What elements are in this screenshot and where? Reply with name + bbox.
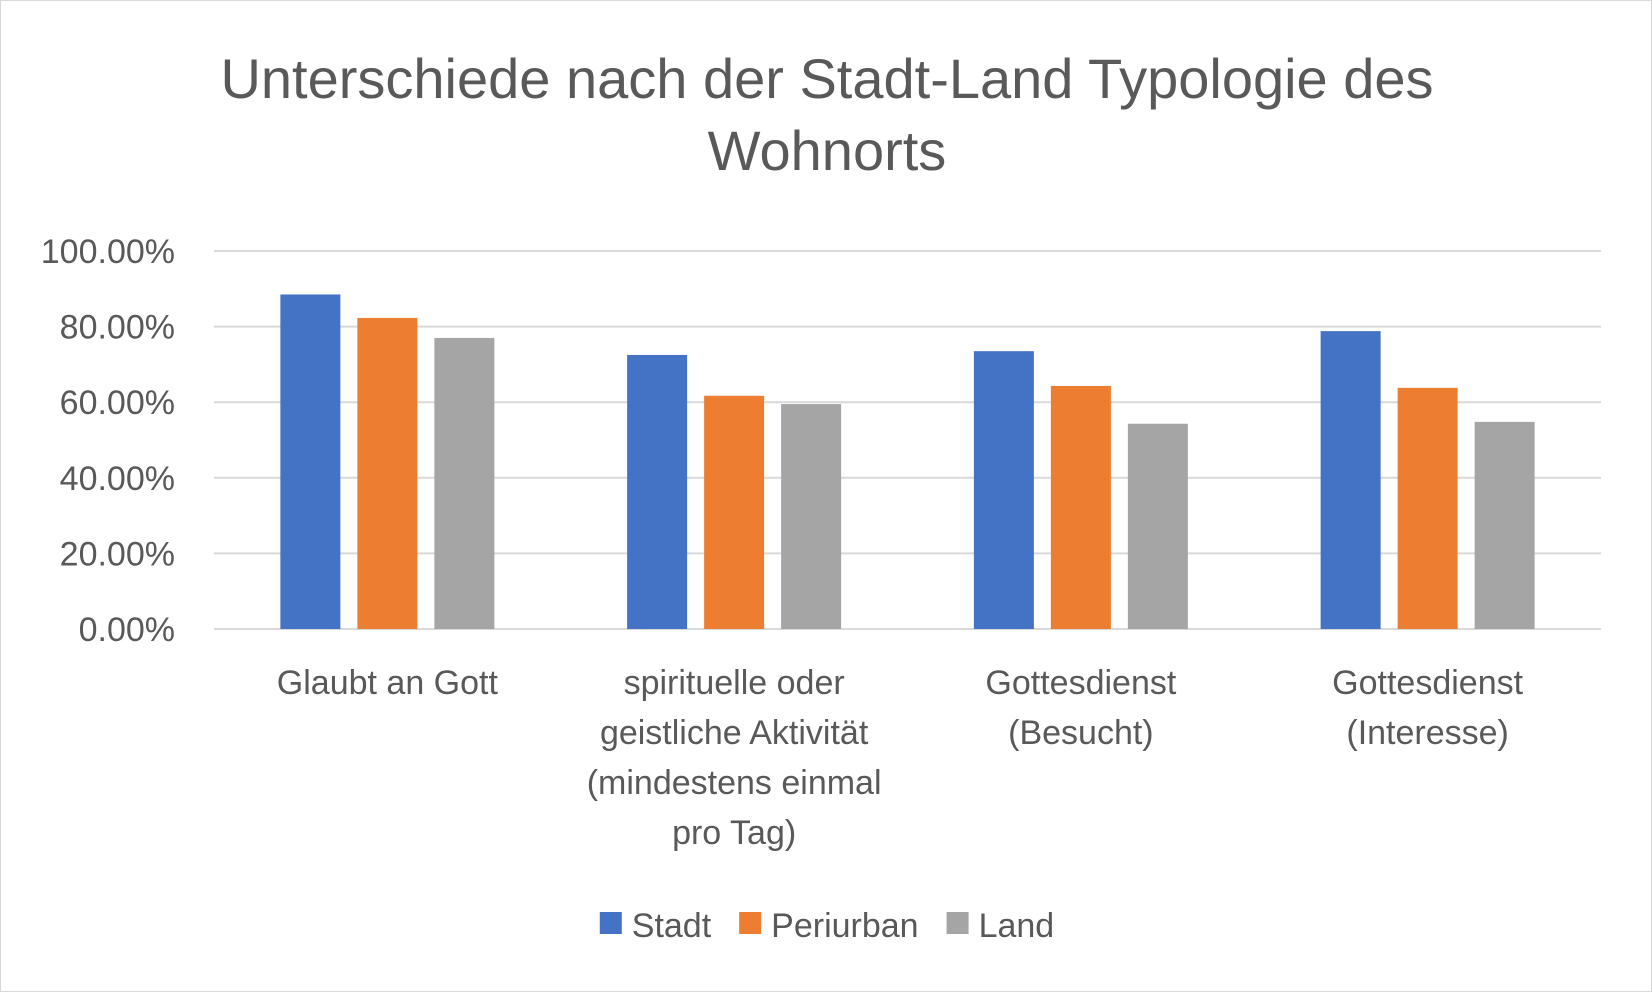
y-tick-label: 20.00% (60, 535, 175, 573)
legend-label: Land (979, 907, 1055, 945)
bar-stadt (627, 354, 688, 629)
category-label-line: (Interesse) (1346, 714, 1509, 752)
category-label-line: Gottesdienst (1332, 664, 1523, 702)
chart-title-line-1: Unterschiede nach der Stadt-Land Typolog… (220, 47, 1434, 110)
bar-stadt (280, 294, 341, 629)
bar-land (781, 404, 842, 629)
category-label-line: (Besucht) (1008, 714, 1154, 752)
category-label: spirituelle oder geistliche Aktivität (min… (587, 664, 882, 852)
x-axis-categories: Glaubt an Gott spirituelle oder geistliche… (277, 664, 1524, 852)
chart-title-line-2: Wohnorts (707, 119, 947, 182)
chart-title: Unterschiede nach der Stadt-Land Typolog… (1, 43, 1652, 187)
y-tick-label: 0.00% (79, 611, 175, 649)
bar-stadt (973, 351, 1034, 629)
category-label-line: spirituelle oder (624, 664, 845, 702)
legend-swatch-land (946, 912, 969, 934)
y-tick-label: 80.00% (60, 309, 175, 347)
category-label: Glaubt an Gott (277, 664, 499, 702)
y-tick-label: 40.00% (60, 460, 175, 498)
category-label: Gottesdienst (Interesse) (1332, 664, 1523, 752)
legend: Stadt Periurban Land (599, 907, 1055, 945)
y-tick-label: 60.00% (60, 384, 175, 422)
bar-land (1127, 423, 1188, 629)
category-label: Gottesdienst (Besucht) (985, 664, 1176, 752)
category-label-line: geistliche Aktivität (600, 714, 869, 752)
y-axis-ticks: 0.00% 20.00% 40.00% 60.00% 80.00% 100.00% (41, 233, 175, 649)
bar-stadt (1320, 331, 1381, 629)
category-label-line: Gottesdienst (985, 664, 1176, 702)
legend-label: Stadt (632, 907, 712, 945)
bar-periurban (1397, 387, 1458, 629)
legend-swatch-stadt (599, 912, 622, 934)
gridlines (214, 250, 1601, 630)
category-label-line: Glaubt an Gott (277, 664, 499, 702)
legend-swatch-periurban (739, 912, 762, 934)
bar-land (1474, 421, 1535, 629)
bars (280, 294, 1535, 629)
y-tick-label: 100.00% (41, 233, 175, 271)
category-label-line: pro Tag) (672, 814, 796, 852)
bar-land (434, 337, 495, 629)
bar-periurban (357, 317, 418, 629)
legend-label: Periurban (771, 907, 918, 945)
bar-periurban (1050, 385, 1111, 629)
bar-periurban (704, 395, 765, 629)
category-label-line: (mindestens einmal (587, 764, 882, 802)
